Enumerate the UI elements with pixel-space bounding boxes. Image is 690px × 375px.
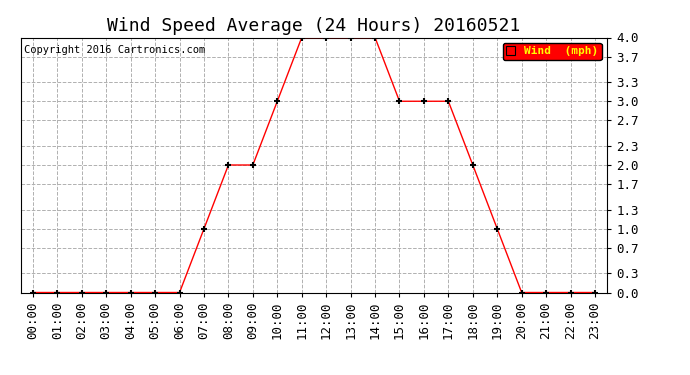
Legend: Wind  (mph): Wind (mph) xyxy=(503,43,602,60)
Text: Copyright 2016 Cartronics.com: Copyright 2016 Cartronics.com xyxy=(23,45,205,55)
Title: Wind Speed Average (24 Hours) 20160521: Wind Speed Average (24 Hours) 20160521 xyxy=(108,16,520,34)
